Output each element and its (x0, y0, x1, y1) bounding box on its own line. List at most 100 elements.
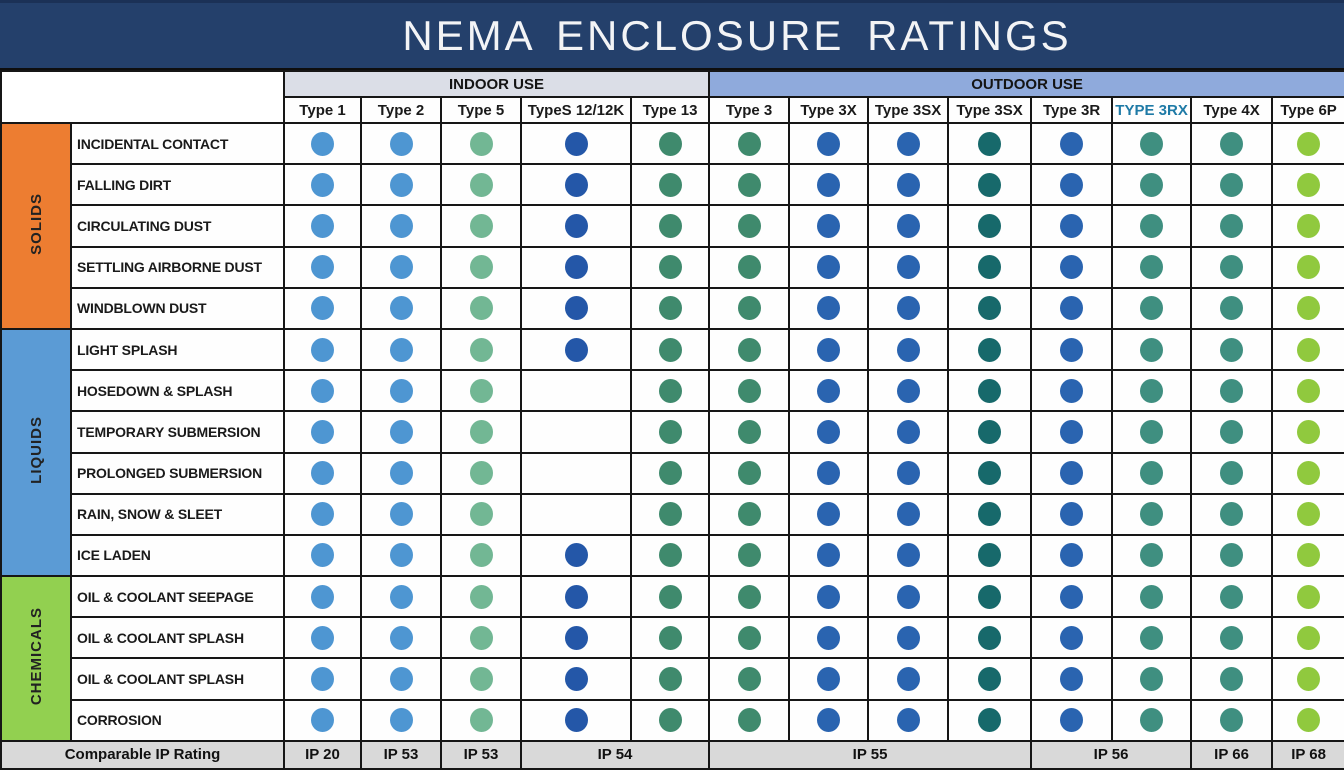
rating-dot (978, 625, 1002, 650)
rating-dot (1140, 337, 1164, 362)
column-header: Type 3R (1030, 96, 1114, 124)
rating-dot (978, 543, 1002, 568)
rating-dot (1220, 337, 1244, 362)
rating-dot (564, 131, 588, 156)
ip-rating-value: IP 68 (1271, 739, 1344, 770)
rating-dot (564, 543, 588, 568)
rating-dot (896, 419, 920, 444)
rating-dot (737, 584, 761, 609)
rating-dot (311, 131, 334, 156)
rating-cell (283, 575, 362, 619)
rating-dot (311, 461, 334, 486)
rating-dot (1220, 543, 1244, 568)
rating-cell (947, 163, 1033, 207)
row-label: CIRCULATING DUST (70, 204, 285, 248)
rating-dot (896, 378, 920, 403)
row-label: SETTLING AIRBORNE DUST (70, 245, 285, 289)
rating-dot (564, 625, 588, 650)
rating-cell (1271, 616, 1344, 660)
rating-cell (1030, 657, 1114, 701)
rating-cell (947, 451, 1033, 495)
rating-cell (360, 204, 442, 248)
table-body: SOLIDS INCIDENTAL CONTACT FALLING DIRT CIRC… (0, 121, 1344, 742)
rating-dot (1060, 461, 1084, 486)
rating-cell (1271, 327, 1344, 372)
rating-cell (867, 204, 950, 248)
rating-cell (1271, 204, 1344, 248)
rating-dot (896, 625, 920, 650)
row-label: OIL & COOLANT SEEPAGE (70, 575, 285, 619)
rating-cell (1190, 575, 1274, 619)
rating-dot (1297, 502, 1321, 527)
row-label: CORROSION (70, 698, 285, 742)
rating-cell (520, 327, 632, 372)
rating-cell (440, 327, 522, 372)
rating-cell (1271, 451, 1344, 495)
table-row: PROLONGED SUBMERSION (1, 451, 1344, 495)
row-label: ICE LADEN (70, 533, 285, 578)
rating-dot (1297, 543, 1321, 568)
rating-dot (389, 378, 413, 403)
rating-cell (440, 451, 522, 495)
rating-dot (389, 461, 413, 486)
rating-dot (817, 543, 841, 568)
column-header: Type 6P (1271, 96, 1344, 124)
rating-dot (658, 419, 682, 444)
category-label: LIQUIDS (27, 416, 45, 484)
rating-cell (867, 163, 950, 207)
rating-dot (1220, 172, 1244, 197)
rating-cell (440, 616, 522, 660)
rating-dot (658, 667, 682, 692)
rating-dot (737, 543, 761, 568)
rating-cell (1030, 575, 1114, 619)
rating-cell (1190, 163, 1274, 207)
rating-dot (1140, 131, 1164, 156)
column-header: Type 4X (1190, 96, 1274, 124)
rating-dot (737, 337, 761, 362)
category-label: SOLIDS (27, 192, 45, 255)
rating-cell (629, 369, 711, 413)
rating-cell (1190, 369, 1274, 413)
rating-cell (1030, 204, 1114, 248)
rating-cell (708, 657, 791, 701)
rating-cell (867, 492, 950, 536)
rating-dot (389, 337, 413, 362)
rating-cell (947, 410, 1033, 454)
category-cell: SOLIDS (0, 122, 72, 330)
ip-rating-label: Comparable IP Rating (0, 739, 285, 770)
rating-dot (658, 378, 682, 403)
rating-dot (1140, 708, 1164, 733)
rating-dot (1060, 213, 1084, 238)
rating-dot (311, 296, 334, 321)
rating-cell (360, 245, 442, 289)
rating-dot (469, 131, 493, 156)
rating-cell (360, 410, 442, 454)
rating-dot (564, 213, 588, 238)
rating-cell (708, 286, 791, 330)
rating-cell (520, 121, 632, 166)
rating-cell (440, 121, 522, 166)
rating-dot (389, 667, 413, 692)
rating-dot (817, 502, 841, 527)
rating-cell (440, 286, 522, 330)
rating-cell (947, 286, 1033, 330)
rating-dot (1140, 213, 1164, 238)
rating-cell (1271, 492, 1344, 536)
rating-dot (978, 131, 1002, 156)
rating-cell (1111, 369, 1193, 413)
rating-dot (311, 502, 334, 527)
rating-cell (867, 286, 950, 330)
rating-cell (1271, 369, 1344, 413)
rating-dot (817, 213, 841, 238)
rating-cell (1271, 163, 1344, 207)
rating-cell (1030, 492, 1114, 536)
rating-cell (1271, 698, 1344, 742)
rating-dot (737, 296, 761, 321)
rating-cell (1030, 451, 1114, 495)
table-row: FALLING DIRT (1, 163, 1344, 207)
rating-dot (389, 543, 413, 568)
ip-rating-value: IP 55 (708, 739, 1033, 770)
rating-dot (817, 172, 841, 197)
row-label: OIL & COOLANT SPLASH (70, 616, 285, 660)
ip-rating-value: IP 20 (283, 739, 362, 770)
